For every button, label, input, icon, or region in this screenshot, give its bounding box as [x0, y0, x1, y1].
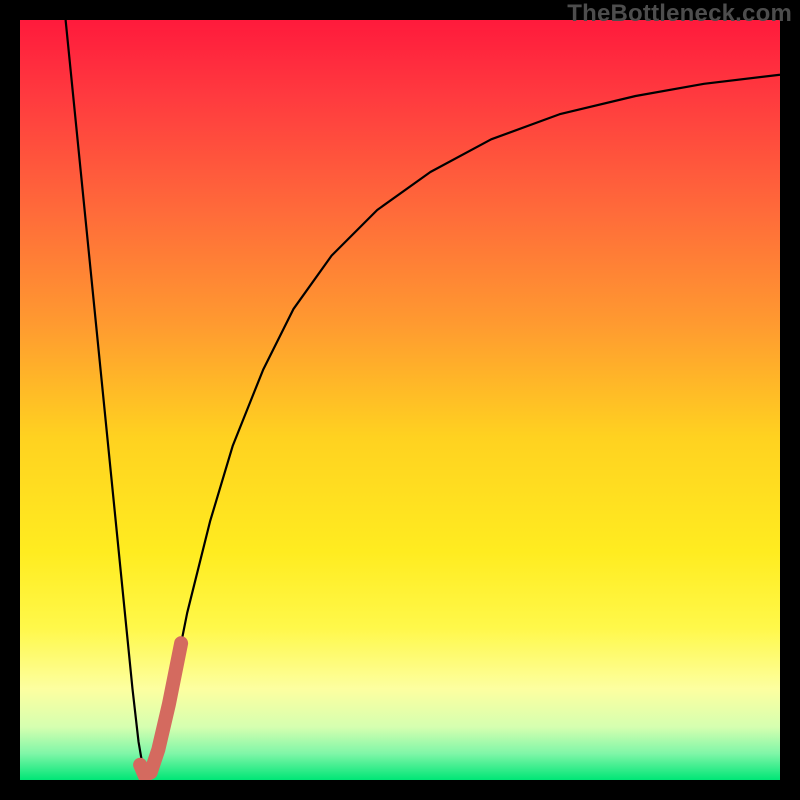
gradient-background — [20, 20, 780, 780]
chart-frame: TheBottleneck.com — [0, 0, 800, 800]
chart-svg — [20, 20, 780, 780]
plot-area — [20, 20, 780, 780]
watermark-text: TheBottleneck.com — [567, 0, 792, 28]
